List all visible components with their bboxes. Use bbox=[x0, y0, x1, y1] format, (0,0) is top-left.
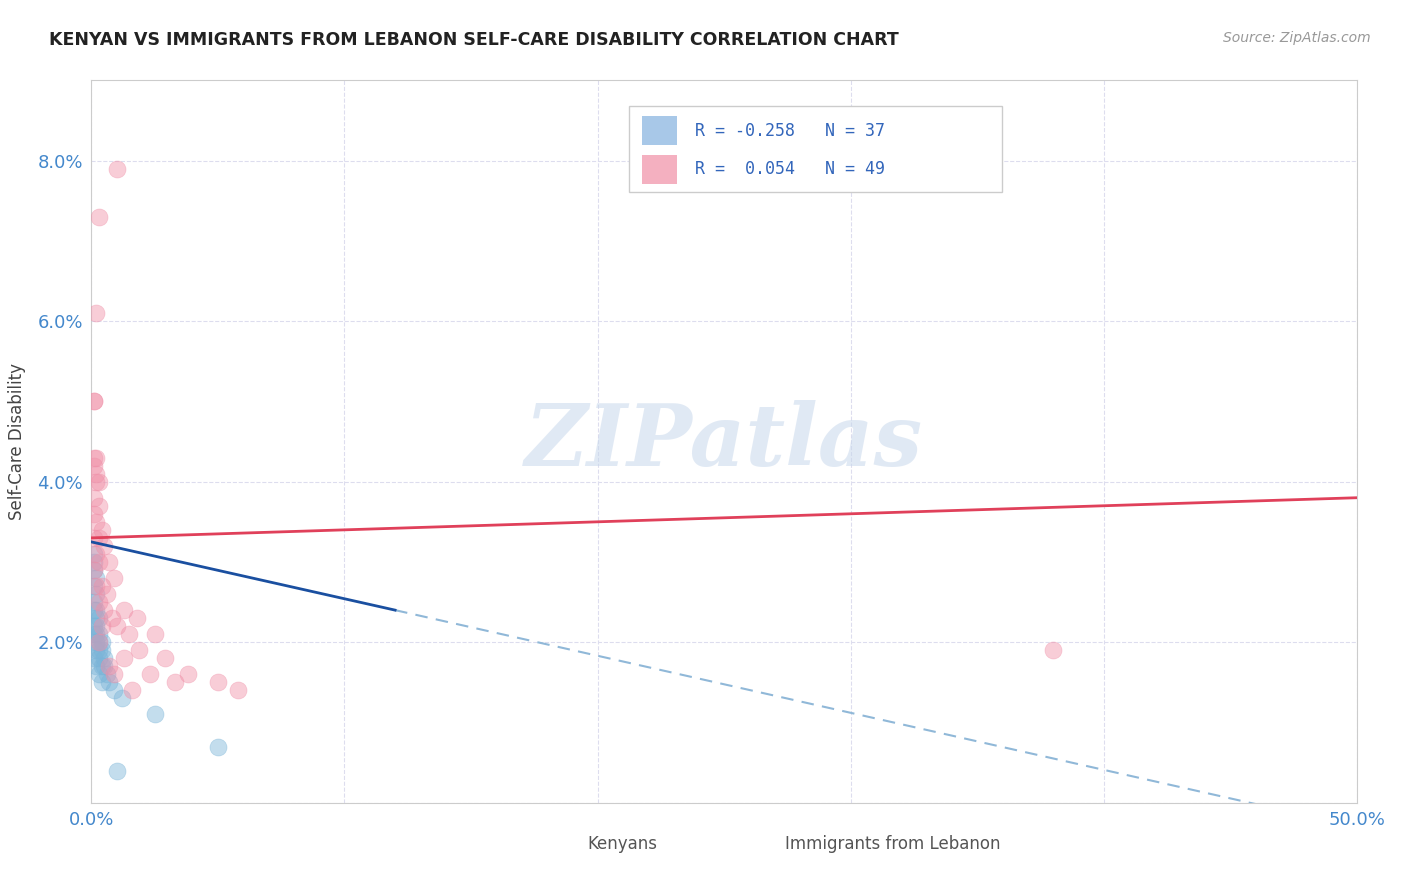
Point bbox=[86, 635, 108, 649]
Text: ZIPatlas: ZIPatlas bbox=[524, 400, 924, 483]
Point bbox=[105, 619, 128, 633]
Point bbox=[83, 651, 105, 665]
Point bbox=[86, 547, 108, 561]
Point bbox=[83, 595, 105, 609]
Point bbox=[176, 667, 198, 681]
Point bbox=[121, 683, 143, 698]
Point bbox=[153, 651, 176, 665]
Point bbox=[93, 659, 115, 673]
Point bbox=[86, 603, 108, 617]
Point bbox=[100, 611, 122, 625]
Point bbox=[90, 635, 112, 649]
Text: Kenyans: Kenyans bbox=[588, 835, 658, 853]
Point bbox=[83, 603, 105, 617]
Point bbox=[96, 587, 118, 601]
Point bbox=[83, 491, 105, 505]
Point bbox=[111, 691, 134, 706]
Point bbox=[83, 579, 105, 593]
Point bbox=[86, 571, 108, 585]
Point bbox=[138, 667, 160, 681]
Point bbox=[87, 667, 110, 681]
Point bbox=[103, 683, 125, 698]
Point bbox=[83, 563, 105, 577]
Bar bbox=[747, 833, 775, 855]
Point bbox=[207, 739, 229, 754]
Point bbox=[86, 587, 108, 601]
Point bbox=[90, 619, 112, 633]
Point bbox=[83, 555, 105, 569]
Point bbox=[90, 659, 112, 673]
Point bbox=[83, 458, 105, 473]
Point bbox=[83, 394, 105, 409]
Point bbox=[105, 764, 128, 778]
Point bbox=[87, 475, 110, 489]
Text: R =  0.054   N = 49: R = 0.054 N = 49 bbox=[695, 161, 884, 178]
Bar bbox=[641, 154, 678, 184]
Point bbox=[87, 635, 110, 649]
Point bbox=[87, 635, 110, 649]
Text: R = -0.258   N = 37: R = -0.258 N = 37 bbox=[695, 122, 884, 140]
Point bbox=[83, 531, 105, 545]
Point bbox=[103, 571, 125, 585]
Point bbox=[83, 627, 105, 641]
Point bbox=[86, 643, 108, 657]
Point bbox=[87, 555, 110, 569]
Point bbox=[1042, 643, 1064, 657]
Point bbox=[96, 667, 118, 681]
Point bbox=[90, 643, 112, 657]
Point bbox=[98, 675, 121, 690]
Point bbox=[163, 675, 186, 690]
Point bbox=[86, 659, 108, 673]
Point bbox=[90, 675, 112, 690]
Point bbox=[86, 467, 108, 481]
Bar bbox=[641, 117, 678, 145]
Point bbox=[103, 667, 125, 681]
Point bbox=[83, 507, 105, 521]
Point bbox=[86, 579, 108, 593]
Point bbox=[143, 627, 166, 641]
Point bbox=[207, 675, 229, 690]
Point bbox=[87, 651, 110, 665]
Text: Source: ZipAtlas.com: Source: ZipAtlas.com bbox=[1223, 31, 1371, 45]
Point bbox=[83, 619, 105, 633]
Point bbox=[87, 499, 110, 513]
Point bbox=[93, 539, 115, 553]
Point bbox=[93, 651, 115, 665]
Point bbox=[83, 563, 105, 577]
Point bbox=[226, 683, 249, 698]
Point bbox=[86, 475, 108, 489]
Point bbox=[86, 619, 108, 633]
Y-axis label: Self-Care Disability: Self-Care Disability bbox=[8, 363, 27, 520]
Text: Immigrants from Lebanon: Immigrants from Lebanon bbox=[785, 835, 1000, 853]
Point bbox=[87, 611, 110, 625]
Point bbox=[87, 531, 110, 545]
Point bbox=[86, 627, 108, 641]
Point bbox=[98, 555, 121, 569]
Point bbox=[83, 547, 105, 561]
Point bbox=[86, 450, 108, 465]
Point bbox=[112, 651, 135, 665]
Point bbox=[125, 611, 148, 625]
Point bbox=[83, 450, 105, 465]
Point bbox=[87, 643, 110, 657]
Point bbox=[87, 595, 110, 609]
Point bbox=[98, 659, 121, 673]
Point bbox=[128, 643, 150, 657]
Point bbox=[87, 210, 110, 224]
Point bbox=[105, 161, 128, 176]
Point bbox=[86, 611, 108, 625]
Point bbox=[143, 707, 166, 722]
FancyBboxPatch shape bbox=[628, 105, 1002, 193]
Point bbox=[83, 394, 105, 409]
Point bbox=[93, 603, 115, 617]
Point bbox=[86, 515, 108, 529]
Point bbox=[90, 523, 112, 537]
Point bbox=[86, 306, 108, 320]
Point bbox=[112, 603, 135, 617]
Point bbox=[118, 627, 141, 641]
Bar bbox=[550, 833, 578, 855]
Point bbox=[90, 579, 112, 593]
Point bbox=[87, 627, 110, 641]
Text: KENYAN VS IMMIGRANTS FROM LEBANON SELF-CARE DISABILITY CORRELATION CHART: KENYAN VS IMMIGRANTS FROM LEBANON SELF-C… bbox=[49, 31, 898, 49]
